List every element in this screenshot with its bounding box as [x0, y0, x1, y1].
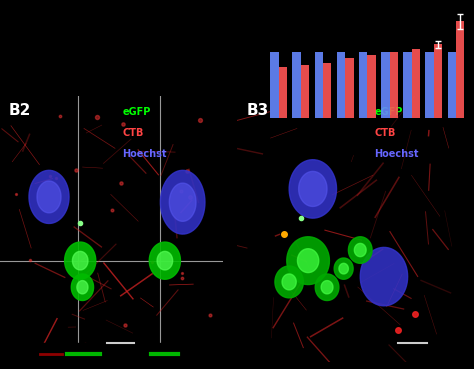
Polygon shape: [275, 266, 303, 298]
Bar: [403, 52, 411, 118]
Polygon shape: [29, 170, 69, 224]
Bar: [367, 55, 376, 118]
Polygon shape: [298, 249, 319, 273]
Polygon shape: [287, 237, 329, 284]
Bar: [447, 52, 456, 118]
Polygon shape: [299, 171, 327, 207]
Polygon shape: [64, 242, 96, 279]
Polygon shape: [348, 237, 372, 263]
Polygon shape: [315, 274, 339, 300]
Polygon shape: [282, 274, 296, 290]
Polygon shape: [169, 183, 196, 221]
Bar: [279, 67, 287, 118]
Text: B2: B2: [9, 103, 31, 118]
Polygon shape: [355, 244, 366, 257]
Polygon shape: [73, 251, 88, 270]
Bar: [359, 52, 367, 118]
Bar: [390, 52, 398, 118]
Polygon shape: [289, 160, 337, 218]
Polygon shape: [149, 242, 181, 279]
Bar: [0, 343, 223, 362]
Bar: [292, 52, 301, 118]
Polygon shape: [77, 280, 88, 294]
Text: CTB: CTB: [122, 128, 144, 138]
Bar: [323, 63, 331, 118]
Bar: [434, 44, 442, 118]
Text: eGFP: eGFP: [122, 107, 151, 117]
Polygon shape: [321, 280, 333, 294]
Text: Hoechst: Hoechst: [122, 149, 167, 159]
Polygon shape: [334, 258, 353, 279]
Bar: [345, 58, 354, 118]
Polygon shape: [360, 247, 408, 306]
Bar: [411, 49, 420, 118]
Bar: [425, 52, 434, 118]
Polygon shape: [37, 181, 61, 213]
Polygon shape: [157, 251, 173, 270]
Polygon shape: [339, 263, 348, 274]
Polygon shape: [160, 170, 205, 234]
Text: eGFP: eGFP: [374, 107, 403, 117]
Bar: [456, 21, 465, 118]
Bar: [270, 52, 279, 118]
Bar: [381, 52, 390, 118]
Text: Hoechst: Hoechst: [374, 149, 419, 159]
Text: B3: B3: [246, 103, 269, 118]
Text: CTB: CTB: [374, 128, 396, 138]
Bar: [337, 52, 345, 118]
Polygon shape: [71, 274, 93, 300]
Bar: [315, 52, 323, 118]
Bar: [301, 65, 310, 118]
